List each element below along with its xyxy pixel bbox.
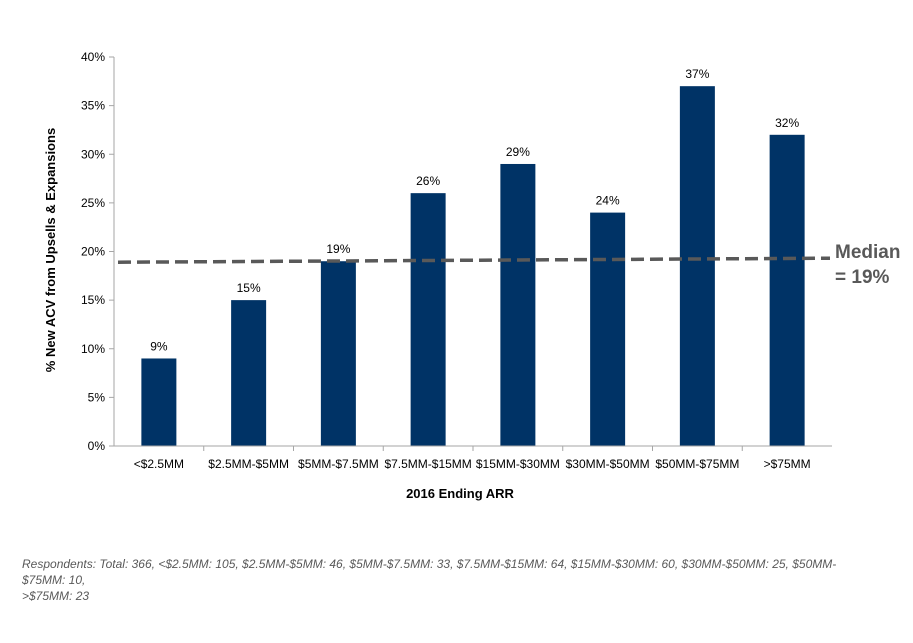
y-tick-label: 10% <box>81 342 105 356</box>
footnote-line-1: Respondents: Total: 366, <$2.5MM: 105, $… <box>22 557 837 571</box>
bars <box>141 86 805 447</box>
x-axis-title: 2016 Ending ARR <box>406 486 514 501</box>
x-tick-label: $2.5MM-$5MM <box>208 457 289 471</box>
bar <box>590 212 626 446</box>
y-tick-label: 0% <box>88 439 106 453</box>
y-tick-label: 35% <box>81 99 105 113</box>
x-axis-ticks: <$2.5MM $2.5MM-$5MM $5MM-$7.5MM $7.5MM-$15M… <box>134 446 811 471</box>
median-line <box>117 256 831 264</box>
y-tick-label: 20% <box>81 245 105 259</box>
x-tick-label: $30MM-$50MM <box>566 457 650 471</box>
bar-data-label: 19% <box>326 242 350 256</box>
bar <box>231 300 267 446</box>
bar-data-label: 37% <box>685 67 709 81</box>
x-tick-label: $15MM-$30MM <box>476 457 560 471</box>
median-label-line1: Median <box>835 242 900 263</box>
respondents-footnote: Respondents: Total: 366, <$2.5MM: 105, $… <box>22 556 892 604</box>
x-tick-label: >$75MM <box>764 457 811 471</box>
y-axis-ticks: 0% 5% 10% 15% 20% 25% 30% 35% 40% <box>81 50 114 453</box>
y-axis-title: % New ACV from Upsells & Expansions <box>43 128 58 372</box>
y-tick-label: 25% <box>81 196 105 210</box>
footnote-line-3: >$75MM: 23 <box>22 589 90 603</box>
bar-data-label: 9% <box>150 339 168 353</box>
bar <box>500 163 536 446</box>
y-tick-label: 15% <box>81 293 105 307</box>
bar-data-labels: 9% 15% 19% 26% 29% 24% 37% 32% <box>150 67 799 353</box>
bar-data-label: 29% <box>506 145 530 159</box>
bar <box>141 358 177 446</box>
x-tick-label: $5MM-$7.5MM <box>298 457 379 471</box>
y-tick-label: 30% <box>81 147 105 161</box>
median-label-line2: = 19% <box>835 267 890 288</box>
bar-data-label: 26% <box>416 174 440 188</box>
bar-data-label: 32% <box>775 116 799 130</box>
x-tick-label: $7.5MM-$15MM <box>384 457 471 471</box>
y-tick-label: 40% <box>81 50 105 64</box>
x-tick-label: $50MM-$75MM <box>655 457 739 471</box>
bar-data-label: 15% <box>237 281 261 295</box>
bar <box>769 134 805 447</box>
bar <box>410 193 446 446</box>
bar <box>320 261 356 446</box>
bar-data-label: 24% <box>596 194 620 208</box>
y-tick-label: 5% <box>88 390 106 404</box>
footnote-line-2: $75MM: 10, <box>22 573 86 587</box>
bar <box>679 86 715 447</box>
x-tick-label: <$2.5MM <box>134 457 184 471</box>
